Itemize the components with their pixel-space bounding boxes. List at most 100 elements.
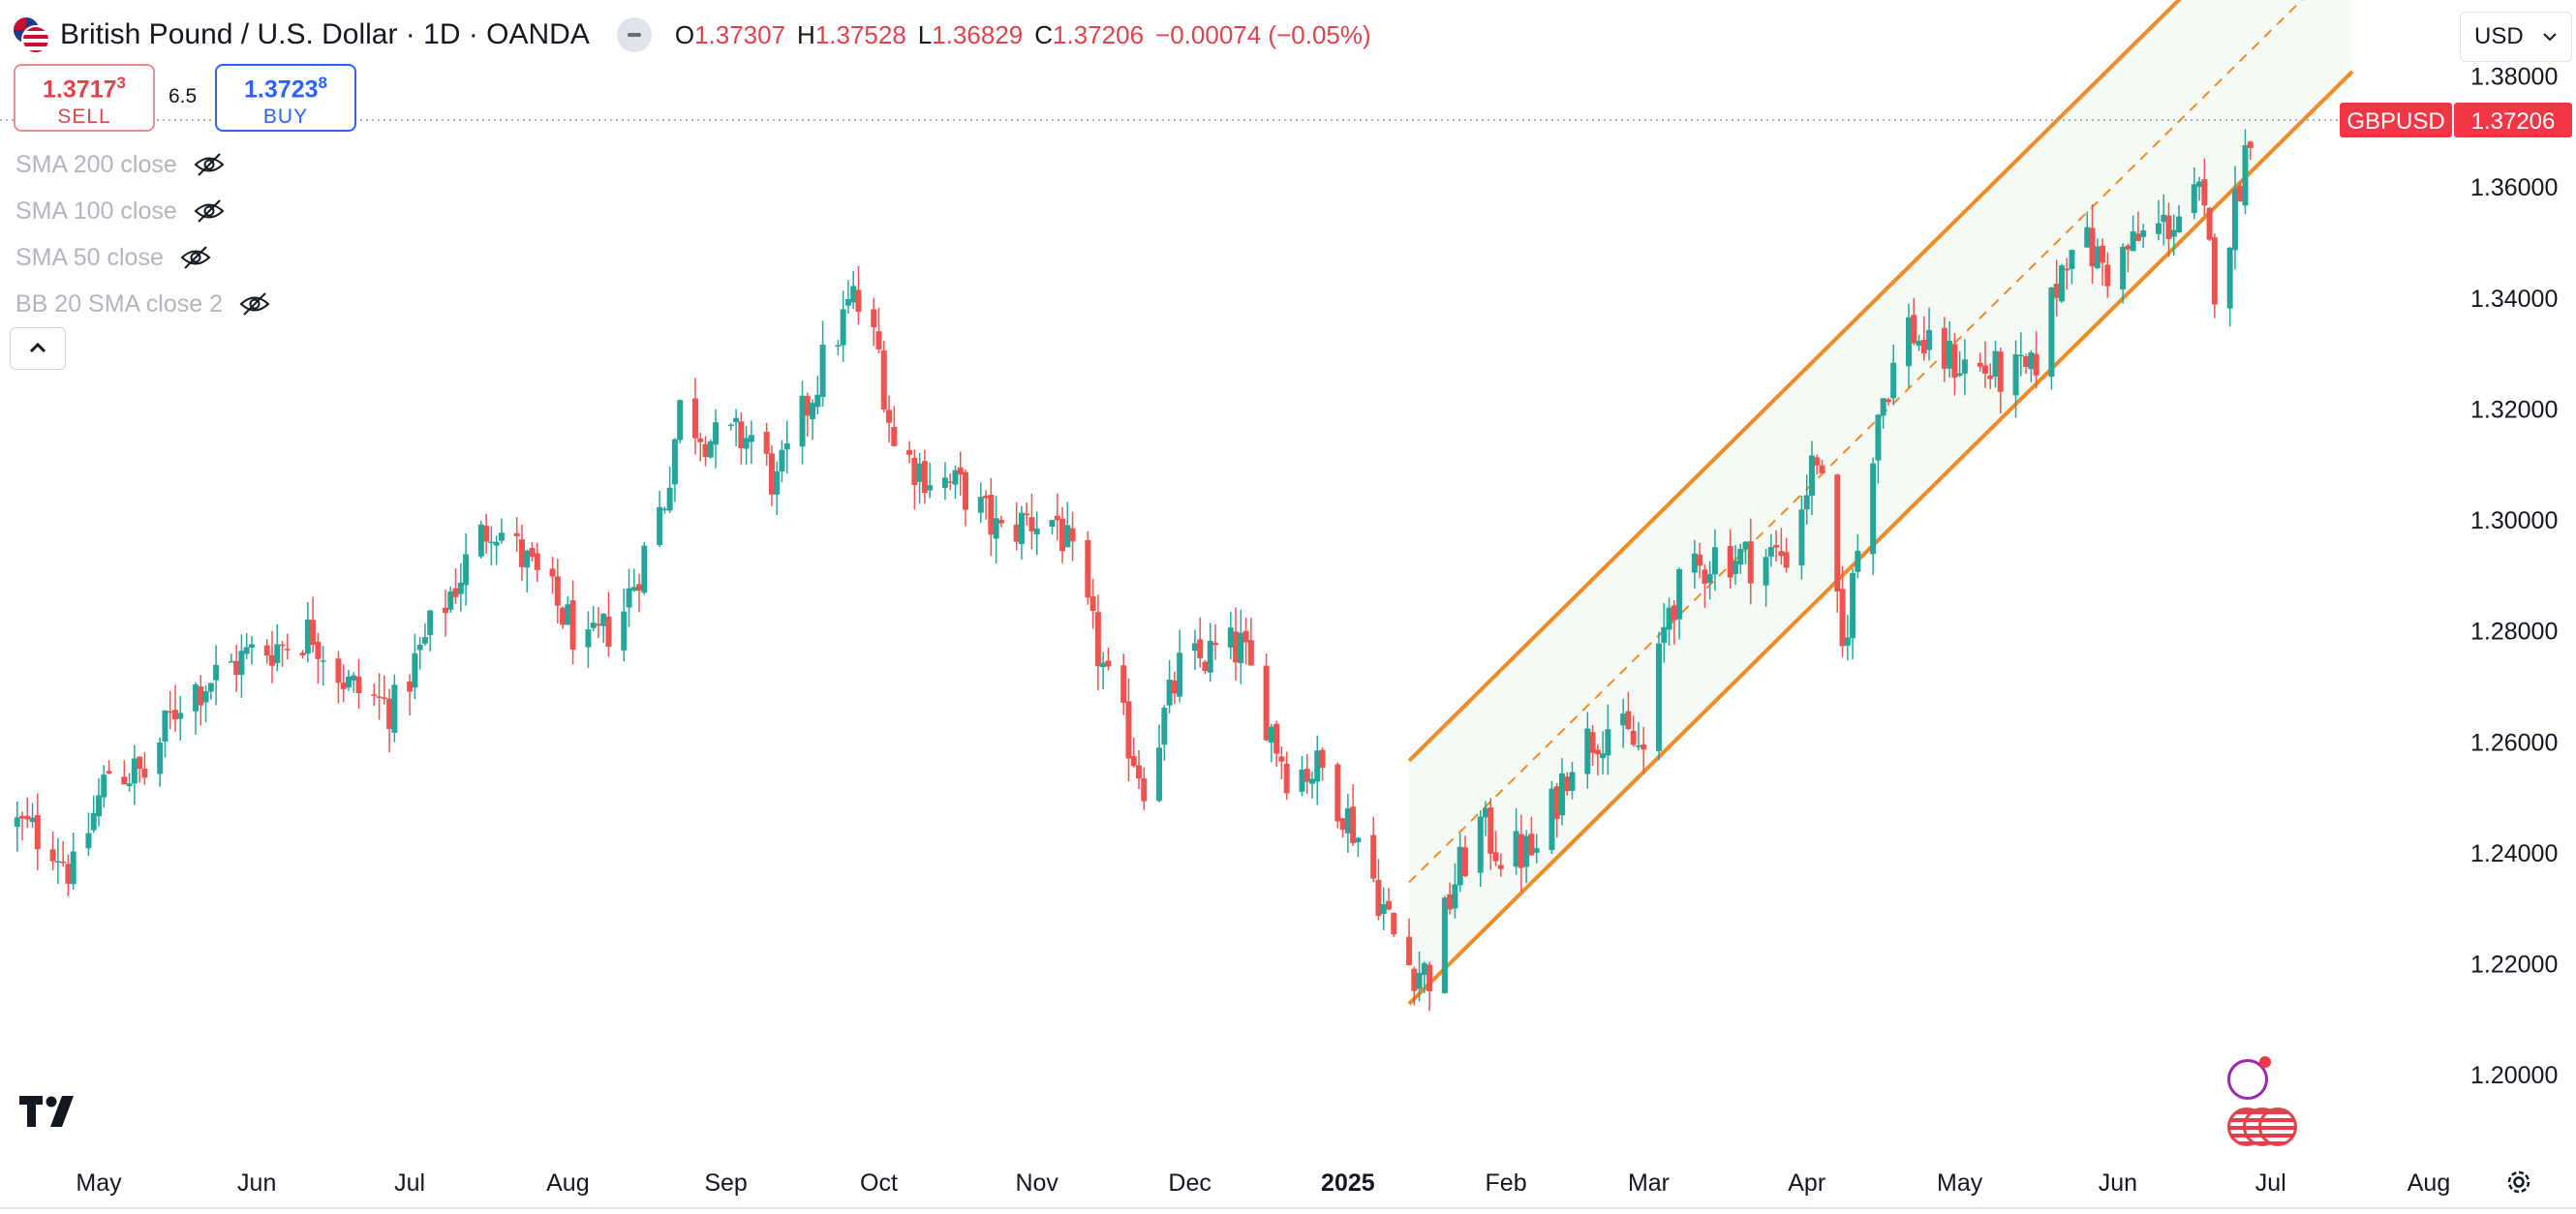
low-value: 1.36829 xyxy=(932,19,1024,49)
candle-body xyxy=(85,833,92,849)
candle-body xyxy=(677,400,684,440)
candle-body xyxy=(1518,834,1524,868)
candle-body xyxy=(1702,569,1708,584)
candle-body xyxy=(1492,852,1499,862)
candle-body xyxy=(2176,216,2183,232)
high-key: H xyxy=(797,19,815,49)
sell-button[interactable]: 1.37173 SELL xyxy=(14,64,155,132)
candle-body xyxy=(1870,463,1877,555)
x-tick-label: Aug xyxy=(2407,1169,2450,1197)
candle-body xyxy=(921,461,928,494)
eye-off-icon[interactable] xyxy=(179,245,212,270)
candle-body xyxy=(355,676,362,693)
candle-body xyxy=(2089,228,2096,267)
candle-body xyxy=(1177,653,1183,697)
hide-indicators-button[interactable] xyxy=(10,327,66,370)
candle-body xyxy=(2140,230,2147,237)
candle-body xyxy=(993,518,999,539)
candle-body xyxy=(779,449,785,472)
candle-body xyxy=(657,506,663,546)
candle-body xyxy=(916,463,923,482)
candle-body xyxy=(957,467,964,475)
candle-body xyxy=(1773,544,1780,548)
alert-bolt-icon[interactable] xyxy=(2227,1056,2271,1100)
candle-body xyxy=(121,776,128,785)
y-tick-label: 1.26000 xyxy=(2470,729,2558,756)
candle-body xyxy=(2201,179,2208,206)
candle-body xyxy=(2069,250,2075,269)
candle-body xyxy=(810,403,816,420)
indicator-label: SMA 50 close xyxy=(15,243,164,271)
candle-body xyxy=(1875,414,1882,461)
candle-body xyxy=(1497,865,1504,869)
candle-body xyxy=(1992,350,1999,377)
symbol-flag-icon xyxy=(12,15,50,54)
indicator-sma-100[interactable]: SMA 100 close xyxy=(15,188,271,234)
candle-body xyxy=(1783,552,1790,568)
eye-off-icon[interactable] xyxy=(193,152,226,177)
candle-body xyxy=(1605,729,1611,756)
eye-off-icon[interactable] xyxy=(238,291,271,317)
candle-body xyxy=(1732,561,1738,574)
indicator-bb-20[interactable]: BB 20 SMA close 2 xyxy=(15,281,271,327)
candle-body xyxy=(1553,786,1560,819)
candle-body xyxy=(228,660,234,663)
candle-body xyxy=(2017,354,2024,357)
symbol-title[interactable]: British Pound / U.S. Dollar · 1D · OANDA xyxy=(60,18,590,50)
candle-body xyxy=(702,443,709,457)
x-tick-label: 2025 xyxy=(1321,1169,1375,1197)
candle-body xyxy=(1161,707,1168,745)
candle-body xyxy=(585,629,592,648)
candle-body xyxy=(1880,398,1886,416)
candle-body xyxy=(1625,711,1632,729)
candle-body xyxy=(2064,268,2070,271)
indicator-label: SMA 200 close xyxy=(15,150,177,178)
buy-button[interactable]: 1.37238 BUY xyxy=(215,64,356,132)
candle-body xyxy=(1620,713,1627,726)
candle-body xyxy=(1421,962,1427,976)
eye-off-icon[interactable] xyxy=(193,198,226,224)
candle-body xyxy=(198,686,204,706)
candle-body xyxy=(927,485,934,491)
candle-body xyxy=(871,309,877,328)
x-tick-label: Jun xyxy=(2099,1169,2137,1197)
candle-body xyxy=(1890,362,1897,399)
candle-body xyxy=(2170,229,2177,237)
collapse-legend-button[interactable] xyxy=(616,17,652,52)
currency-select[interactable]: USD xyxy=(2460,12,2572,62)
us-event-icon[interactable] xyxy=(2258,1108,2297,1146)
candle-body xyxy=(1309,778,1316,784)
candle-body xyxy=(1457,846,1463,886)
channel-fill xyxy=(1409,0,2353,1004)
chevron-down-icon xyxy=(2543,33,2557,42)
candle-body xyxy=(565,604,571,625)
candle-body xyxy=(691,398,698,439)
open-key: O xyxy=(674,19,695,49)
sell-label: SELL xyxy=(57,106,111,129)
candle-body xyxy=(137,756,143,770)
candle-body xyxy=(1411,968,1418,991)
economic-events[interactable] xyxy=(2227,1108,2305,1148)
candle-body xyxy=(1028,517,1035,531)
candle-body xyxy=(2084,227,2091,248)
candle-body xyxy=(1018,512,1025,544)
indicator-sma-200[interactable]: SMA 200 close xyxy=(15,141,271,188)
candle-body xyxy=(1344,807,1351,834)
candle-body xyxy=(1844,637,1851,647)
indicator-sma-50[interactable]: SMA 50 close xyxy=(15,234,271,281)
candle-body xyxy=(840,309,846,346)
candle-body xyxy=(1314,750,1321,782)
candle-body xyxy=(2247,141,2254,148)
candle-body xyxy=(60,862,67,864)
settings-icon[interactable] xyxy=(2504,1168,2533,1197)
candle-body xyxy=(1947,341,1953,369)
candle-body xyxy=(1130,756,1137,767)
candle-body xyxy=(1171,680,1178,694)
candle-body xyxy=(1961,359,1968,374)
candle-body xyxy=(1834,474,1841,592)
tradingview-logo-icon[interactable] xyxy=(19,1096,81,1129)
candle-body xyxy=(1085,539,1091,598)
candle-body xyxy=(1920,340,1927,354)
candle-body xyxy=(1100,662,1107,668)
